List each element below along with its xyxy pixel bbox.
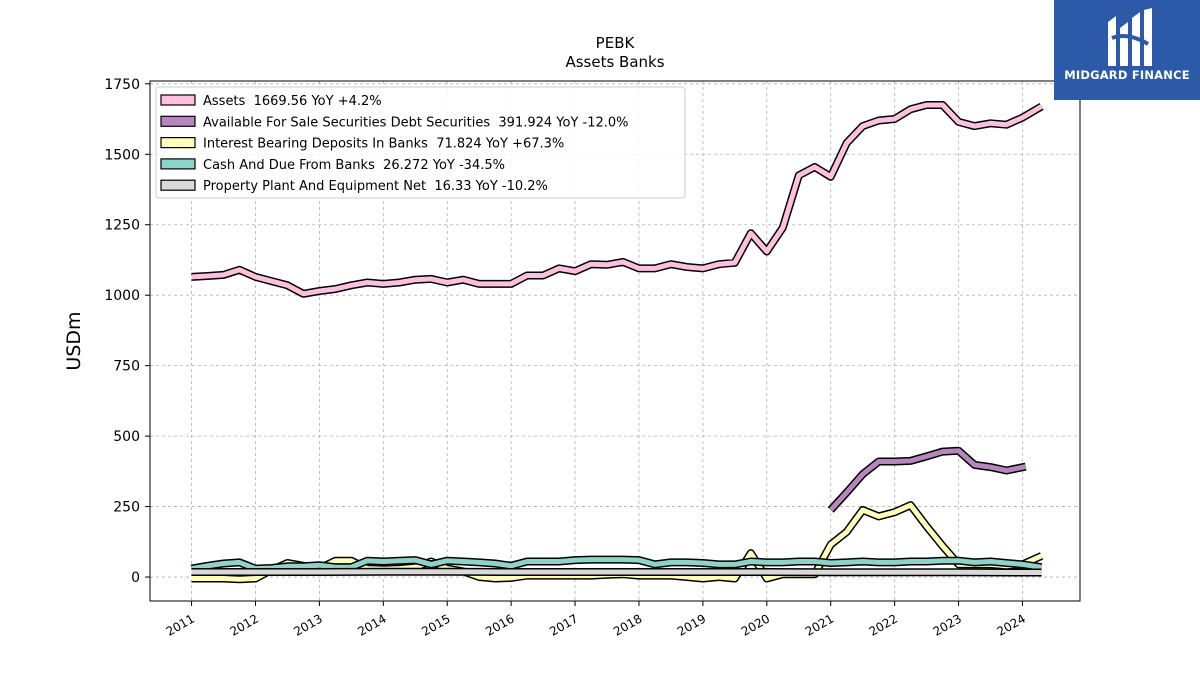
series-3 (190, 555, 1043, 573)
legend-label: Property Plant And Equipment Net 16.33 Y… (203, 179, 548, 194)
brand-name: MIDGARD FINANCE (1064, 68, 1190, 82)
y-tick-label: 0 (131, 570, 140, 586)
x-tick-label: 2016 (483, 611, 516, 638)
midgard-logo-icon (1108, 8, 1152, 66)
x-tick-label: 2015 (419, 611, 452, 638)
series-0 (191, 101, 1044, 298)
x-tick-label: 2014 (355, 611, 388, 638)
x-tick-label: 2022 (867, 611, 900, 638)
chart-subtitle: Assets Banks (565, 53, 664, 71)
series-1 (827, 446, 1027, 513)
x-tick-label: 2023 (931, 611, 964, 638)
x-tick-label: 2019 (675, 611, 708, 638)
brand-logo: MIDGARD FINANCE (1054, 0, 1200, 100)
x-tick-label: 2013 (291, 611, 324, 638)
y-axis-label: USDm (63, 311, 85, 370)
legend-label: Available For Sale Securities Debt Secur… (203, 115, 629, 130)
y-tick-label: 1000 (104, 288, 140, 304)
y-tick-label: 1500 (104, 147, 140, 163)
y-tick-label: 500 (113, 429, 140, 445)
legend-label: Assets 1669.56 YoY +4.2% (203, 94, 382, 109)
series-line (828, 448, 1027, 512)
series-line (191, 569, 1042, 575)
series-line (191, 557, 1042, 572)
y-tick-label: 1250 (104, 218, 140, 234)
legend-label: Cash And Due From Banks 26.272 YoY -34.5… (203, 158, 505, 173)
x-tick-label: 2012 (228, 611, 261, 638)
chart-title: PEBK (596, 34, 636, 52)
y-axis: 0 250 500 750 1000 1250 1500 1750 (104, 77, 150, 586)
legend: Assets 1669.56 YoY +4.2% Available For Sa… (155, 86, 686, 199)
x-tick-label: 2024 (995, 611, 1028, 638)
legend-box (155, 86, 686, 199)
series-4 (191, 567, 1042, 577)
legend-label: Interest Bearing Deposits In Banks 71.82… (203, 137, 564, 152)
y-tick-label: 250 (113, 500, 140, 516)
y-tick-label: 1750 (104, 77, 140, 93)
series-line (191, 102, 1043, 297)
x-tick-label: 2021 (803, 611, 836, 638)
x-tick-label: 2018 (611, 611, 644, 638)
y-tick-label: 750 (113, 359, 140, 375)
legend-swatch (160, 137, 196, 149)
legend-swatch (160, 158, 196, 170)
legend-swatch (160, 179, 196, 191)
x-tick-label: 2020 (739, 611, 772, 638)
x-axis: 2011 2012 2013 2014 2015 2016 2017 2018 2019 2020… (164, 601, 1028, 639)
x-tick-label: 2011 (164, 611, 197, 638)
series-layer (190, 101, 1044, 584)
legend-swatch (160, 115, 196, 127)
plot-frame (149, 80, 1081, 602)
legend-swatch (160, 94, 196, 106)
x-tick-label: 2017 (547, 611, 580, 638)
